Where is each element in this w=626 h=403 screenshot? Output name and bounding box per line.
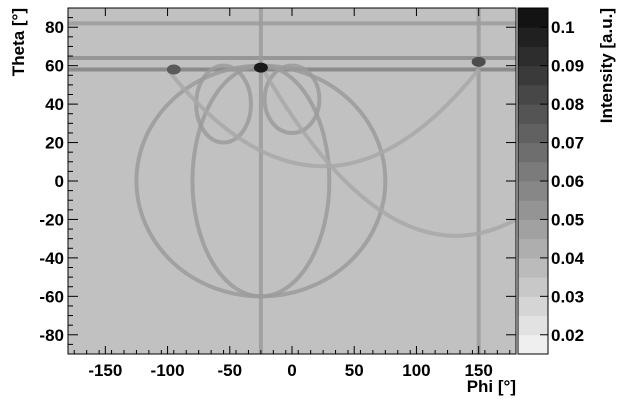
colorbar-step <box>518 219 548 240</box>
colorbar-tick-label: 0.04 <box>551 249 585 268</box>
heatmap-band-lobe <box>262 63 322 135</box>
x-axis-label: Phi [°] <box>467 377 516 396</box>
x-tick-label: -100 <box>151 361 185 380</box>
colorbar-label: Intensity [a.u.] <box>597 8 616 123</box>
y-tick-label: 0 <box>55 172 64 191</box>
colorbar-step <box>518 200 548 220</box>
colorbar-tick-label: 0.02 <box>551 326 584 345</box>
y-tick-label: -80 <box>39 326 64 345</box>
y-tick-label: 20 <box>45 134 64 153</box>
colorbar-tick-label: 0.09 <box>551 57 584 76</box>
y-tick-label: -20 <box>39 210 64 229</box>
y-axis: -80 -60 -40 -20 0 20 40 60 80 <box>39 7 516 355</box>
colorbar-step <box>518 104 548 124</box>
colorbar: 0.02 0.03 0.04 0.05 0.06 0.07 0.08 0.09 0.1 <box>517 7 585 355</box>
colorbar-step <box>518 84 548 105</box>
colorbar-step <box>518 123 548 144</box>
heatmap-hotspot <box>166 64 181 75</box>
x-tick-label: 0 <box>287 361 296 380</box>
y-tick-label: 80 <box>45 18 64 37</box>
colorbar-step <box>518 181 548 201</box>
colorbar-tick-label: 0.08 <box>551 95 584 114</box>
colorbar-step <box>518 277 548 297</box>
colorbar-tick-label: 0.06 <box>551 172 584 191</box>
x-tick-label: -50 <box>217 361 242 380</box>
colorbar-step <box>518 257 548 278</box>
colorbar-tick-label: 0.05 <box>551 210 584 229</box>
y-tick-label: -40 <box>39 249 64 268</box>
heatmap-hotspot <box>471 56 486 67</box>
colorbar-step <box>518 27 548 47</box>
heatmap-band-arc <box>259 64 516 238</box>
colorbar-step <box>518 142 548 163</box>
colorbar-step <box>518 65 548 86</box>
colorbar-step <box>518 315 548 336</box>
x-axis: -150 -100 -50 0 50 100 150 <box>73 8 511 380</box>
plot-area <box>68 8 516 354</box>
colorbar-tick-label: 0.07 <box>551 134 584 153</box>
y-tick-label: 40 <box>45 95 64 114</box>
colorbar-step <box>518 161 548 182</box>
colorbar-step <box>518 8 548 28</box>
heatmap-hotspot <box>253 62 268 73</box>
y-tick-label: 60 <box>45 57 64 76</box>
colorbar-step <box>518 296 548 317</box>
x-tick-label: 150 <box>464 361 492 380</box>
x-tick-label: 50 <box>345 361 364 380</box>
x-tick-label: 100 <box>402 361 430 380</box>
y-tick-label: -60 <box>39 287 64 306</box>
y-axis-label: Theta [°] <box>9 8 28 76</box>
colorbar-step <box>518 334 548 355</box>
colorbar-tick-label: 0.1 <box>551 18 575 37</box>
colorbar-step <box>518 46 548 67</box>
colorbar-tick-label: 0.03 <box>551 287 584 306</box>
x-tick-label: -150 <box>88 361 122 380</box>
heatmap-band-arc <box>165 68 481 169</box>
colorbar-step <box>518 238 548 259</box>
